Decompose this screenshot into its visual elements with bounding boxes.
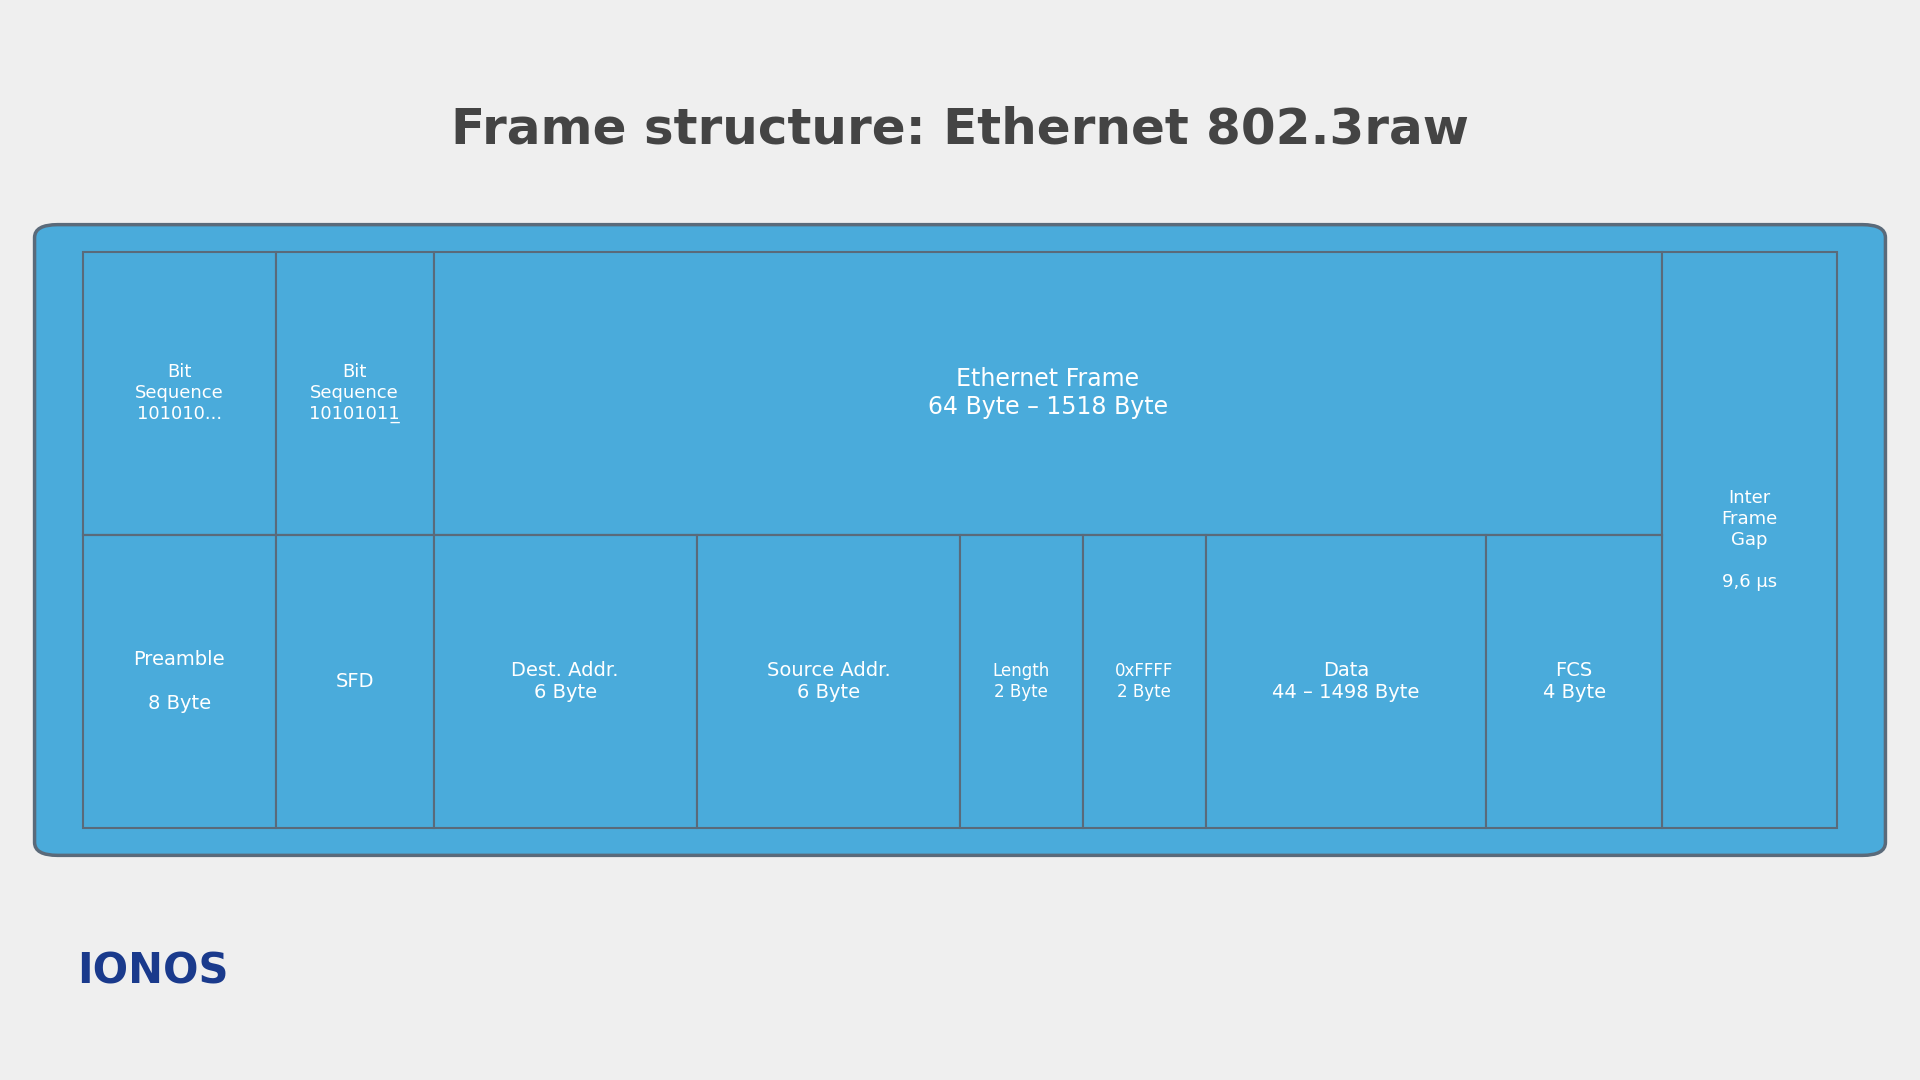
Bar	[276, 252, 434, 535]
Text: IONOS: IONOS	[77, 951, 228, 993]
Text: Data
44 – 1498 Byte: Data 44 – 1498 Byte	[1273, 661, 1419, 702]
Bar	[1083, 535, 1206, 828]
Bar	[83, 252, 276, 535]
Text: 0xFFFF
2 Byte: 0xFFFF 2 Byte	[1116, 662, 1173, 701]
Text: Dest. Addr.
6 Byte: Dest. Addr. 6 Byte	[511, 661, 618, 702]
Text: Length
2 Byte: Length 2 Byte	[993, 662, 1050, 701]
Bar	[276, 535, 434, 828]
Bar	[434, 535, 697, 828]
Bar	[960, 535, 1083, 828]
Text: Frame structure: Ethernet 802.3raw: Frame structure: Ethernet 802.3raw	[451, 106, 1469, 153]
Bar	[1206, 535, 1486, 828]
Bar	[83, 535, 276, 828]
Text: FCS
4 Byte: FCS 4 Byte	[1542, 661, 1605, 702]
Text: Bit
Sequence
10101011̲: Bit Sequence 10101011̲	[309, 363, 399, 423]
Text: Ethernet Frame
64 Byte – 1518 Byte: Ethernet Frame 64 Byte – 1518 Byte	[927, 367, 1167, 419]
Text: Source Addr.
6 Byte: Source Addr. 6 Byte	[766, 661, 891, 702]
Bar	[434, 252, 1663, 535]
Text: Bit
Sequence
101010...: Bit Sequence 101010...	[134, 363, 223, 423]
Text: Preamble

8 Byte: Preamble 8 Byte	[132, 650, 225, 713]
Bar	[697, 535, 960, 828]
Bar	[1486, 535, 1663, 828]
Text: SFD: SFD	[336, 672, 374, 691]
FancyBboxPatch shape	[35, 225, 1885, 855]
Bar	[1663, 252, 1837, 828]
Text: Inter
Frame
Gap

9,6 μs: Inter Frame Gap 9,6 μs	[1722, 489, 1778, 591]
